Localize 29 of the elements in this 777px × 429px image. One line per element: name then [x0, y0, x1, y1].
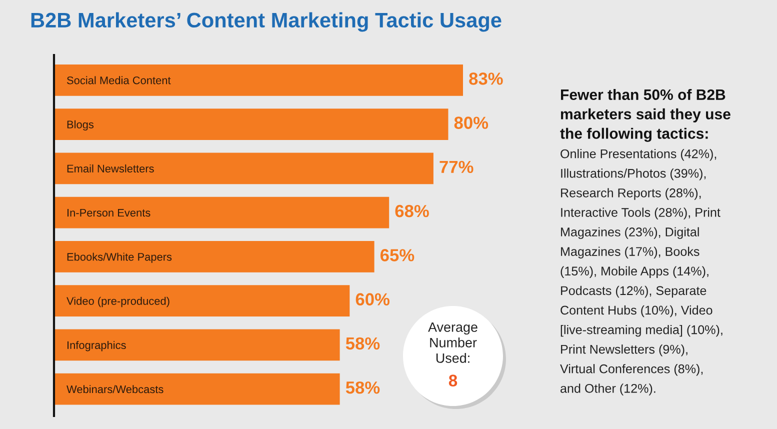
- y-tick-label: Video (pre-produced): [66, 296, 170, 308]
- bar: [54, 108, 448, 140]
- data-label: 80%: [454, 116, 488, 129]
- data-label: 77%: [440, 160, 474, 174]
- data-label: 65%: [380, 249, 414, 262]
- y-tick-label: In-Person Events: [68, 208, 150, 217]
- bar: [54, 329, 340, 361]
- annotation: 8: [448, 374, 458, 386]
- y-tick-label: Infographics: [68, 340, 126, 352]
- y-tick-label: Social Media Content: [67, 76, 171, 84]
- text: Online Presentations (42%), Illustrations/Photos (39%), Research Reports (28%), Interactive Tools (28%), Print Magazines (23%), Digital Magazines (17%), Books (15%), Mobile Apps (14%), Podcasts (12%), Separate Content Hubs (10%), Video [live-streaming media] (10%), Print Newsletters (9%), Virtual Conferences (8%), and Other (12%).: [560, 149, 722, 396]
- chart-title: B2B Marketers’ Content Marketing Tactic Usage: [31, 12, 502, 32]
- bar: [54, 373, 340, 405]
- bar: [54, 64, 463, 96]
- text: Fewer than 50% of B2B marketers said they use the following tactics:: [560, 89, 730, 142]
- y-tick-label: Blogs: [67, 120, 94, 131]
- data-label: 58%: [346, 337, 380, 350]
- data-label: 68%: [395, 204, 429, 218]
- bar: [54, 241, 374, 272]
- bar: [54, 285, 350, 316]
- data-label: 60%: [356, 293, 390, 306]
- data-label: 83%: [469, 72, 503, 85]
- annotation: Average Number Used:: [428, 322, 478, 363]
- y-tick-label: Ebooks/White Papers: [67, 252, 172, 263]
- data-label: 58%: [346, 381, 380, 394]
- y-tick-label: Webinars/Webcasts: [66, 385, 164, 394]
- bar: [54, 152, 434, 184]
- bar: [54, 196, 390, 228]
- y-tick-label: Email Newsletters: [67, 164, 154, 173]
